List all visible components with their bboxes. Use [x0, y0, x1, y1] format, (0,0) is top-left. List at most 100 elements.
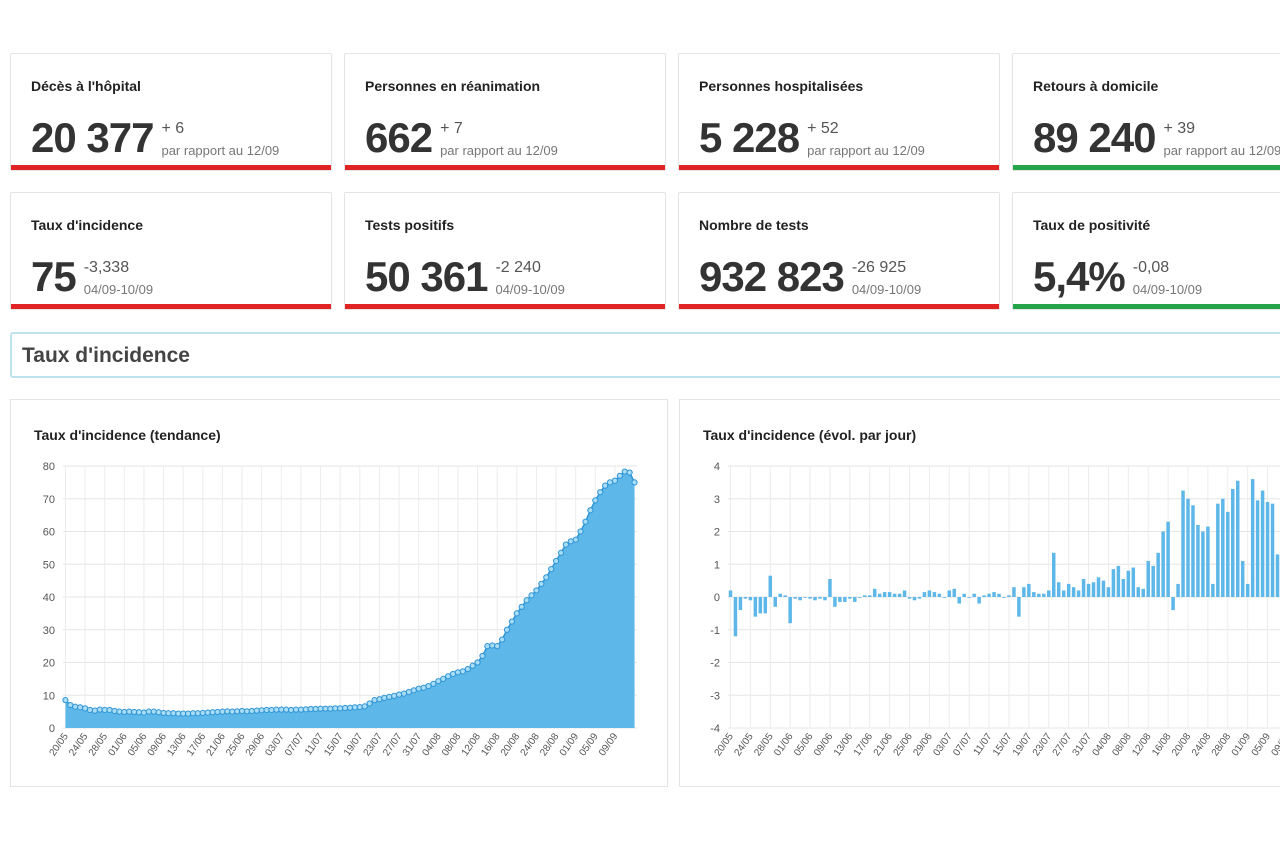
data-point [341, 704, 349, 712]
y-tick-label: 0 [714, 592, 720, 604]
x-tick-label: 05/06 [126, 731, 150, 758]
data-point [243, 708, 251, 715]
bar [947, 590, 952, 597]
bar [1071, 587, 1076, 597]
y-tick-label: 0 [49, 723, 55, 735]
bar [778, 593, 782, 597]
data-point [361, 703, 368, 710]
data-point [160, 709, 167, 717]
stat-card: Retours à domicile 89 240 + 39 par rapport … [1012, 53, 1280, 171]
bar [867, 595, 872, 597]
x-tick-label: 09/09 [597, 731, 621, 758]
x-tick-label: 17/06 [852, 731, 876, 758]
bar [1196, 524, 1200, 597]
bar [1211, 583, 1215, 597]
bar [1275, 554, 1280, 597]
area-fill [65, 471, 635, 728]
stat-card: Personnes en réanimation 662 + 7 par rappor… [344, 53, 666, 171]
bar [902, 590, 907, 597]
incidence-daily-chart: -4-3-2-10123420/0524/0528/0501/0605/0609… [710, 461, 1280, 758]
x-tick-label: 19/07 [342, 731, 366, 758]
data-point [91, 707, 98, 714]
bar [1136, 587, 1141, 597]
data-point [121, 708, 128, 716]
bar [997, 593, 1001, 597]
data-point [96, 706, 103, 713]
bar [853, 597, 857, 602]
x-tick-label: 17/06 [185, 731, 209, 758]
bar [877, 593, 882, 597]
stat-comparison: par rapport au 12/09 [807, 143, 925, 158]
y-tick-label: 2 [714, 527, 720, 539]
data-point [268, 706, 275, 714]
bar [992, 592, 996, 597]
data-point [356, 703, 363, 711]
x-tick-label: 11/07 [303, 731, 326, 758]
bar [763, 597, 768, 614]
bar [733, 597, 738, 637]
bar [1106, 587, 1111, 597]
data-point [548, 566, 555, 573]
bar [863, 595, 867, 597]
data-point [258, 707, 265, 714]
stat-delta: + 52 [807, 120, 839, 137]
y-tick-label: 4 [714, 461, 720, 473]
data-point [577, 528, 584, 535]
bar [858, 597, 862, 598]
stat-card: Décès à l'hôpital 20 377 + 6 par rapport au… [10, 53, 332, 171]
bar [823, 597, 827, 601]
bar [738, 597, 743, 611]
x-tick-label: 16/08 [479, 731, 503, 758]
x-tick-label: 20/08 [1170, 731, 1194, 758]
status-bar [11, 165, 331, 170]
bar [927, 590, 932, 597]
stat-card: Tests positifs 50 361 -2 240 04/09-10/09 [344, 192, 666, 310]
bar [1037, 593, 1041, 597]
stat-delta: + 39 [1163, 120, 1196, 137]
bar [848, 597, 852, 599]
incidence-trend-chart: 0102030405060708020/0524/0528/0501/0605/… [43, 461, 638, 758]
data-point [562, 541, 569, 548]
bar [803, 597, 807, 598]
bar [1250, 479, 1255, 597]
stat-title: Tests positifs [365, 217, 455, 233]
stat-title: Nombre de tests [699, 217, 809, 233]
x-tick-label: 12/08 [1130, 731, 1154, 758]
y-tick-label: 1 [714, 559, 720, 571]
data-point [111, 707, 118, 715]
data-point [386, 693, 393, 700]
bar [1265, 502, 1270, 597]
stat-comparison: 04/09-10/09 [83, 282, 154, 297]
x-tick-label: 04/08 [420, 731, 444, 758]
bar [967, 597, 971, 598]
stat-card: Taux de positivité 5,4% -0,08 04/09-10/09 [1012, 192, 1280, 310]
x-tick-label: 24/08 [1190, 731, 1214, 758]
x-tick-label: 20/05 [713, 731, 737, 758]
status-bar [679, 304, 999, 309]
x-tick-label: 07/07 [283, 731, 307, 758]
data-point [626, 469, 633, 476]
bar [1066, 583, 1071, 597]
x-tick-label: 24/05 [67, 731, 91, 758]
stat-card: Taux d'incidence 75 -3,338 04/09-10/09 [10, 192, 332, 310]
y-tick-label: 3 [714, 494, 720, 506]
stat-title: Décès à l'hôpital [31, 78, 141, 94]
data-point [440, 675, 447, 682]
stat-comparison: par rapport au 12/09 [1163, 143, 1280, 158]
bar [1146, 560, 1150, 597]
data-point [469, 662, 476, 669]
data-point [346, 704, 354, 711]
data-point [126, 708, 133, 715]
data-point [464, 665, 471, 673]
data-point [523, 597, 530, 604]
bar [922, 592, 927, 597]
bar [987, 593, 991, 597]
x-tick-label: 29/06 [244, 731, 268, 758]
data-point [543, 574, 550, 581]
bar [1191, 505, 1195, 597]
bar [932, 592, 937, 597]
data-point [415, 685, 422, 692]
data-point [459, 668, 466, 675]
bar [1091, 582, 1096, 597]
bar [1201, 531, 1205, 597]
